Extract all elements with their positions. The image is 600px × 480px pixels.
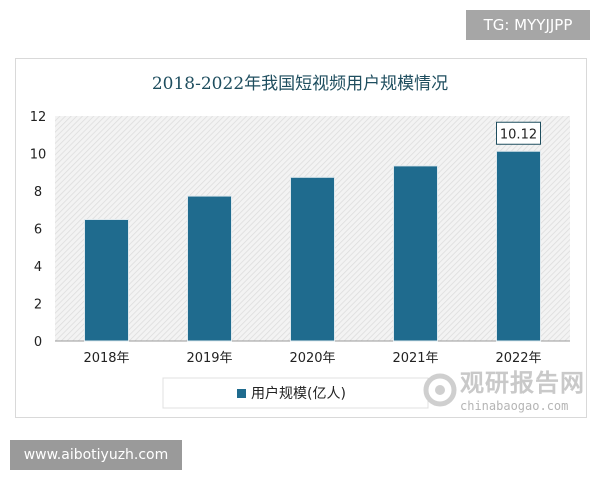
x-tick-label: 2021年: [392, 351, 438, 366]
x-tick-label: 2018年: [83, 351, 129, 366]
bar: [187, 195, 232, 342]
logo-icon: [420, 370, 460, 414]
chart-frame: [15, 58, 587, 418]
legend-label: 用户规模(亿人): [251, 385, 346, 402]
bar: [496, 150, 541, 342]
y-tick-label: 6: [34, 223, 42, 238]
y-tick-label: 0: [34, 335, 42, 350]
data-label-box: [496, 121, 541, 145]
legend: [162, 377, 429, 409]
y-tick-label: 2: [34, 298, 42, 313]
y-tick-label: 12: [30, 110, 47, 125]
logo-name: 观研报告网: [460, 369, 585, 397]
y-tick-label: 8: [34, 185, 42, 200]
legend-swatch: [237, 389, 246, 398]
watermark-top: TG: MYYJJPP: [466, 10, 590, 40]
watermark-bottom: www.aibotiyuzh.com: [10, 440, 182, 470]
chart-title: 2018-2022年我国短视频用户规模情况: [152, 74, 448, 94]
y-tick-label: 10: [30, 148, 47, 163]
bar: [290, 176, 335, 342]
bar: [393, 165, 438, 342]
y-tick-label: 4: [34, 260, 42, 275]
x-tick-label: 2020年: [289, 351, 335, 366]
data-label: 10.12: [500, 127, 537, 142]
x-tick-label: 2019年: [186, 351, 232, 366]
bar: [84, 219, 129, 342]
x-tick-label: 2022年: [495, 351, 541, 366]
logo-domain: chinabaogao.com: [460, 399, 569, 413]
